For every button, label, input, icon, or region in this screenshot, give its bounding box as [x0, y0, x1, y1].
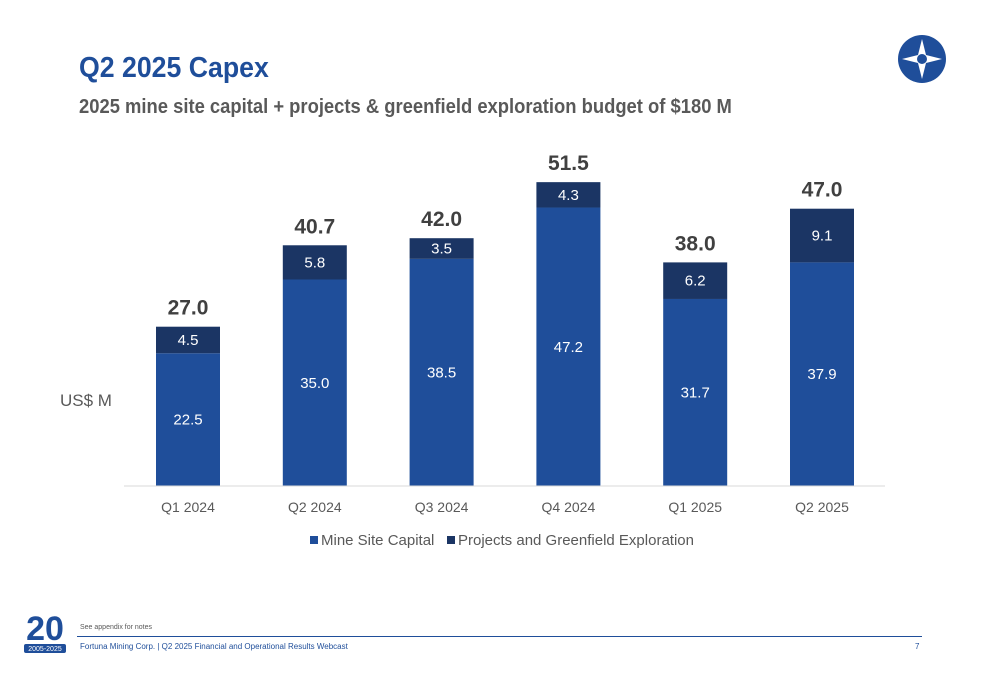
x-tick-label: Q2 2025 [795, 499, 849, 515]
svg-text:20: 20 [26, 610, 64, 648]
footnote: See appendix for notes [80, 624, 152, 631]
total-label: 27.0 [168, 297, 209, 320]
data-label: 37.9 [807, 366, 836, 383]
total-label: 40.7 [294, 215, 335, 238]
bar-mine-site-capital [536, 207, 601, 486]
footer-text: Fortuna Mining Corp. | Q2 2025 Financial… [80, 642, 348, 651]
data-label: 38.5 [427, 364, 456, 381]
bar-projects-exploration [282, 245, 347, 280]
legend-swatch-projects-exploration [447, 536, 455, 544]
legend-label: Mine Site Capital [321, 532, 434, 549]
data-label: 31.7 [681, 384, 710, 401]
data-label: 6.2 [685, 273, 706, 290]
x-tick-label: Q1 2024 [161, 499, 215, 515]
footer-divider [77, 636, 922, 637]
data-label: 35.0 [300, 375, 329, 392]
bar-projects-exploration [790, 208, 854, 263]
x-tick-label: Q4 2024 [542, 499, 596, 515]
total-label: 47.0 [802, 179, 843, 202]
bar-mine-site-capital [282, 279, 347, 486]
x-tick-label: Q2 2024 [288, 499, 342, 515]
bar-projects-exploration [663, 262, 728, 299]
page-title: Q2 2025 Capex [79, 52, 269, 84]
total-label: 42.0 [421, 208, 462, 231]
page-number: 7 [915, 642, 920, 651]
bar-projects-exploration [156, 326, 220, 354]
data-label: 3.5 [431, 241, 452, 258]
bar-mine-site-capital [156, 353, 220, 486]
bar-projects-exploration [536, 182, 601, 208]
data-label: 4.5 [178, 332, 199, 349]
bar-mine-site-capital [663, 298, 728, 486]
total-label: 38.0 [675, 232, 716, 255]
bar-mine-site-capital [409, 258, 474, 486]
x-tick-label: Q1 2025 [668, 499, 722, 515]
legend-label: Projects and Greenfield Exploration [458, 532, 694, 549]
capex-chart: US$ M 22.5 4.5 27.0 Q1 2024 35.0 5.8 40.7 Q2 202… [60, 152, 885, 549]
anniversary-badge-icon: 20 2005-2025 [24, 610, 66, 653]
bar-projects-exploration [409, 238, 474, 259]
legend-swatch-mine-site-capital [310, 536, 318, 544]
total-label: 51.5 [548, 152, 589, 175]
data-label: 5.8 [304, 254, 325, 271]
anniversary-years: 2005-2025 [28, 646, 62, 653]
data-label: 4.3 [558, 187, 579, 204]
data-label: 9.1 [812, 228, 833, 245]
data-label: 22.5 [173, 412, 202, 429]
x-tick-label: Q3 2024 [415, 499, 469, 515]
data-label: 47.2 [554, 339, 583, 356]
page-subtitle: 2025 mine site capital + projects & gree… [79, 96, 732, 118]
y-axis-label: US$ M [60, 391, 112, 410]
bar-mine-site-capital [790, 262, 854, 486]
fortuna-logo-icon [898, 35, 946, 83]
